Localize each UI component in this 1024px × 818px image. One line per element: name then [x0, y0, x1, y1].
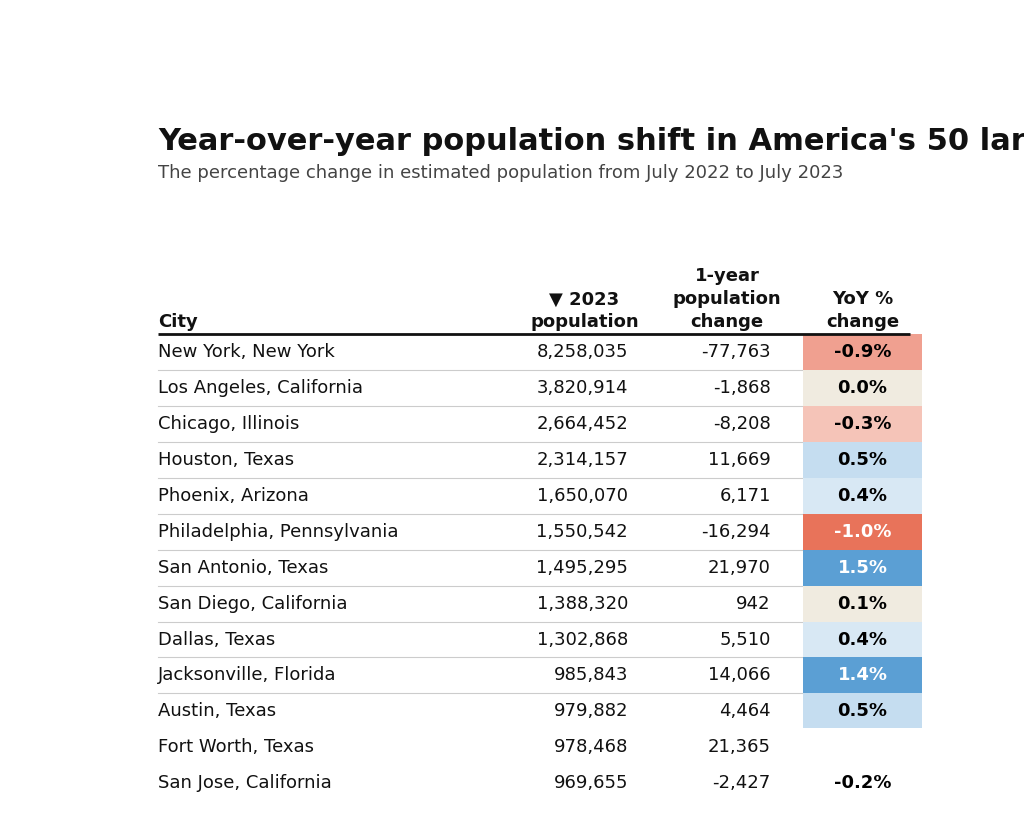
Text: 1,550,542: 1,550,542 — [537, 523, 628, 541]
Text: 2,664,452: 2,664,452 — [537, 415, 628, 433]
Bar — [804, 514, 922, 550]
Bar — [804, 478, 922, 514]
Text: 979,882: 979,882 — [553, 703, 628, 721]
Text: 5,510: 5,510 — [720, 631, 771, 649]
Text: Year-over-year population shift in America's 50 largest cities: Year-over-year population shift in Ameri… — [158, 127, 1024, 155]
Text: 985,843: 985,843 — [553, 667, 628, 685]
Text: -0.9%: -0.9% — [834, 344, 891, 362]
Text: 11,669: 11,669 — [708, 451, 771, 469]
Text: 0.4%: 0.4% — [838, 631, 888, 649]
Text: 1,302,868: 1,302,868 — [537, 631, 628, 649]
Text: -8,208: -8,208 — [713, 415, 771, 433]
Text: 2,314,157: 2,314,157 — [537, 451, 628, 469]
Text: New York, New York: New York, New York — [158, 344, 335, 362]
Text: 978,468: 978,468 — [554, 738, 628, 756]
Text: 0.5%: 0.5% — [838, 451, 888, 469]
Text: 2.2%: 2.2% — [838, 738, 888, 756]
Text: -1.0%: -1.0% — [834, 523, 891, 541]
Text: City: City — [158, 313, 198, 331]
Text: -77,763: -77,763 — [701, 344, 771, 362]
Text: Fort Worth, Texas: Fort Worth, Texas — [158, 738, 314, 756]
Text: -2,427: -2,427 — [713, 774, 771, 792]
Text: 8,258,035: 8,258,035 — [537, 344, 628, 362]
Text: 969,655: 969,655 — [553, 774, 628, 792]
Text: 0.0%: 0.0% — [838, 380, 888, 398]
Text: -0.3%: -0.3% — [834, 415, 891, 433]
Bar — [804, 550, 922, 586]
Text: 1.4%: 1.4% — [838, 667, 888, 685]
Bar — [804, 622, 922, 658]
Text: -0.2%: -0.2% — [834, 774, 891, 792]
Text: 21,970: 21,970 — [708, 559, 771, 577]
Text: San Jose, California: San Jose, California — [158, 774, 332, 792]
Text: 6,171: 6,171 — [720, 487, 771, 505]
Bar — [804, 407, 922, 442]
Text: 0.4%: 0.4% — [838, 487, 888, 505]
Text: Phoenix, Arizona: Phoenix, Arizona — [158, 487, 309, 505]
Text: 3,820,914: 3,820,914 — [537, 380, 628, 398]
Bar — [804, 658, 922, 694]
Text: 1.5%: 1.5% — [838, 559, 888, 577]
Text: San Diego, California: San Diego, California — [158, 595, 348, 613]
Text: San Antonio, Texas: San Antonio, Texas — [158, 559, 329, 577]
Text: Philadelphia, Pennsylvania: Philadelphia, Pennsylvania — [158, 523, 398, 541]
Text: Los Angeles, California: Los Angeles, California — [158, 380, 364, 398]
Text: 1,650,070: 1,650,070 — [537, 487, 628, 505]
Text: 1,495,295: 1,495,295 — [537, 559, 628, 577]
Text: 1,388,320: 1,388,320 — [537, 595, 628, 613]
Bar — [804, 730, 922, 765]
Text: Chicago, Illinois: Chicago, Illinois — [158, 415, 300, 433]
Text: Jacksonville, Florida: Jacksonville, Florida — [158, 667, 337, 685]
Bar — [804, 586, 922, 622]
Text: 4,464: 4,464 — [719, 703, 771, 721]
Bar — [804, 694, 922, 730]
Bar — [804, 442, 922, 478]
Text: 0.5%: 0.5% — [838, 703, 888, 721]
Text: 1-year
population
change: 1-year population change — [673, 267, 781, 331]
Text: 21,365: 21,365 — [708, 738, 771, 756]
Text: -16,294: -16,294 — [701, 523, 771, 541]
Text: -1,868: -1,868 — [713, 380, 771, 398]
Bar — [804, 371, 922, 407]
Text: YoY %
change: YoY % change — [826, 290, 899, 331]
Text: 0.1%: 0.1% — [838, 595, 888, 613]
Text: ▼ 2023
population: ▼ 2023 population — [530, 290, 639, 331]
Bar — [804, 765, 922, 801]
Text: 14,066: 14,066 — [709, 667, 771, 685]
Text: Austin, Texas: Austin, Texas — [158, 703, 276, 721]
Text: Houston, Texas: Houston, Texas — [158, 451, 294, 469]
Text: The percentage change in estimated population from July 2022 to July 2023: The percentage change in estimated popul… — [158, 164, 844, 182]
Bar — [804, 335, 922, 371]
Text: 942: 942 — [736, 595, 771, 613]
Text: Dallas, Texas: Dallas, Texas — [158, 631, 275, 649]
